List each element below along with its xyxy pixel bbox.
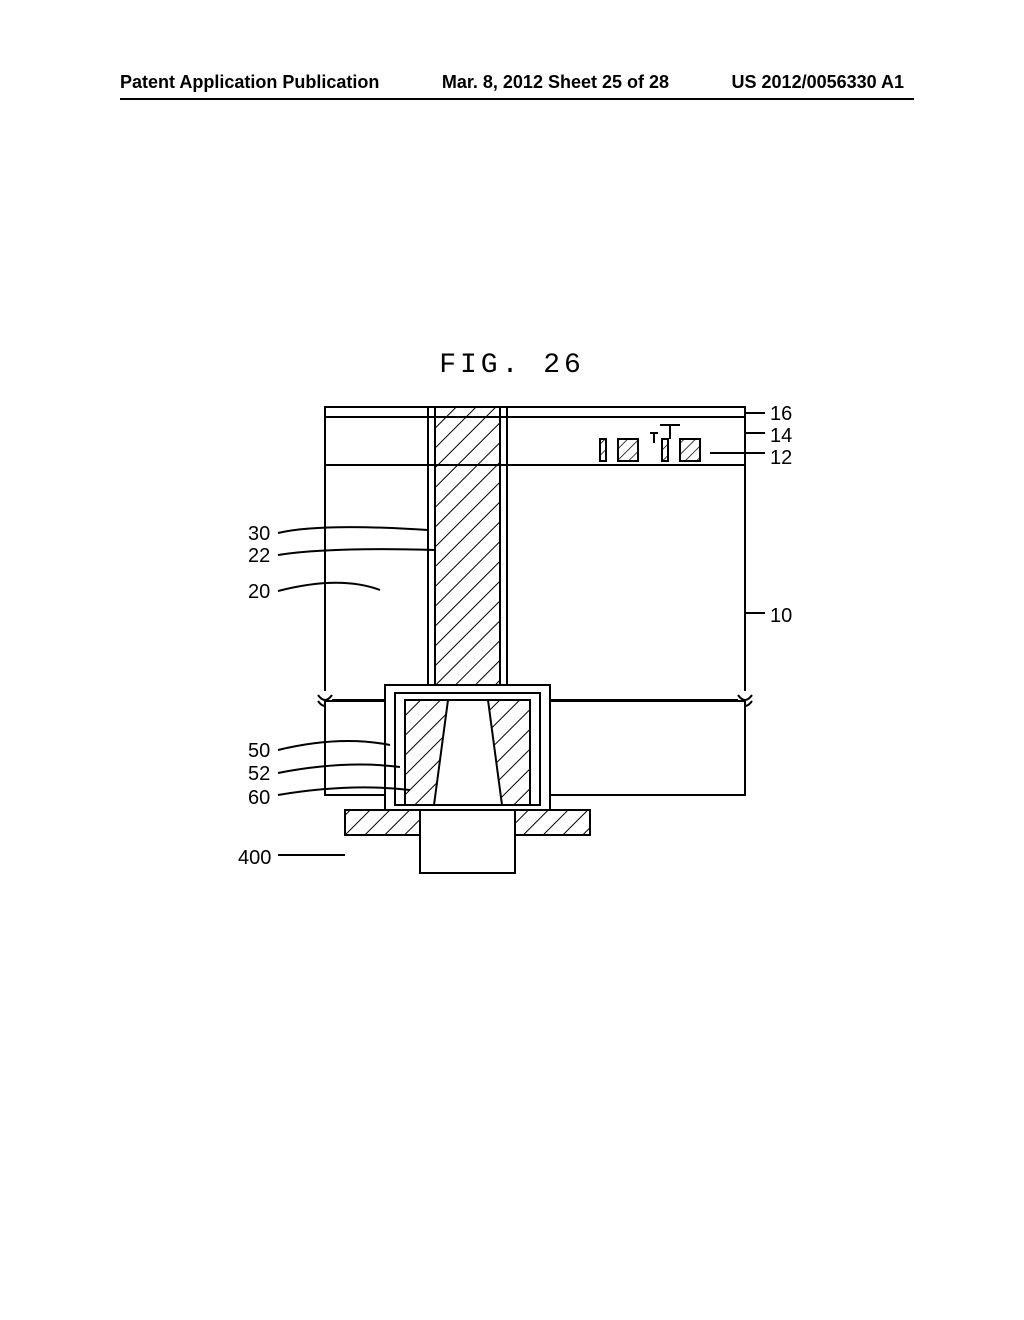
- page-header: Patent Application Publication Mar. 8, 2…: [0, 72, 1024, 93]
- ref-60: 60: [248, 787, 270, 810]
- header-center: Mar. 8, 2012 Sheet 25 of 28: [442, 72, 669, 93]
- ref-30: 30: [248, 523, 270, 546]
- ref-22: 22: [248, 545, 270, 568]
- header-right: US 2012/0056330 A1: [732, 72, 904, 93]
- ref-400: 400: [238, 847, 271, 870]
- ref-10: 10: [770, 605, 792, 628]
- ref-52: 52: [248, 763, 270, 786]
- patent-figure-svg: [230, 395, 810, 915]
- figure-title: FIG. 26: [439, 350, 585, 381]
- ref-20: 20: [248, 581, 270, 604]
- ref-16: 16: [770, 403, 792, 426]
- figure-diagram: 30 22 20 50 52 60 400 16 14 12 10: [230, 395, 810, 915]
- ref-50: 50: [248, 740, 270, 763]
- header-left: Patent Application Publication: [120, 72, 379, 93]
- ref-14: 14: [770, 425, 792, 448]
- ref-12: 12: [770, 447, 792, 470]
- header-rule: [120, 98, 914, 100]
